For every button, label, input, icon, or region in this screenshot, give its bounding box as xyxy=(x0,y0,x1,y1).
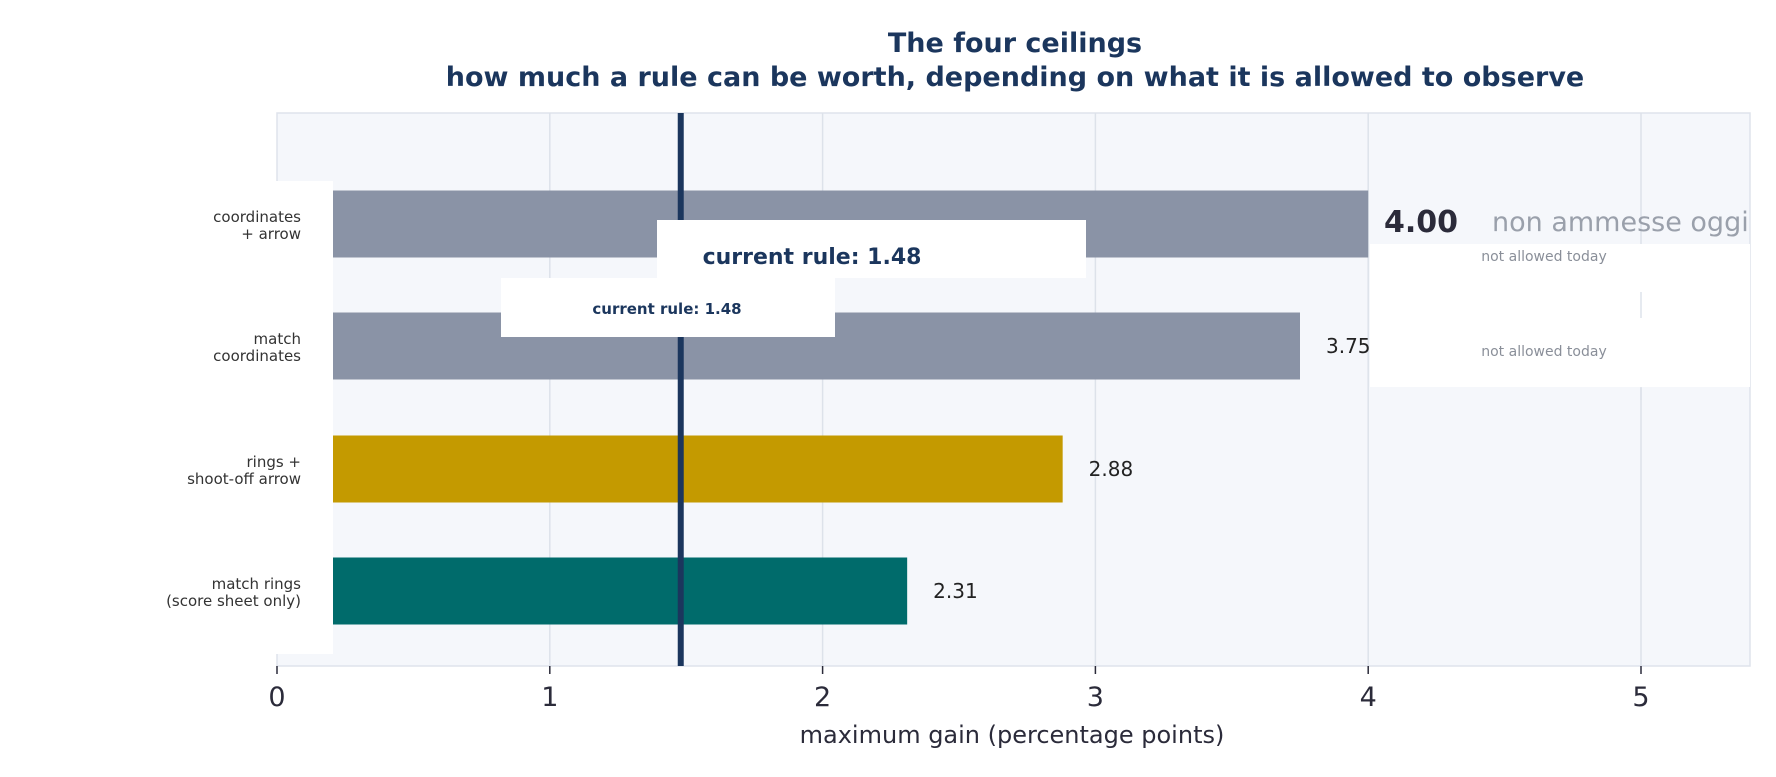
current-rule-label: current rule: 1.48 xyxy=(703,245,922,270)
value-label: 2.31 xyxy=(933,579,978,603)
category-label: coordinates xyxy=(213,208,301,226)
overlay-text: non ammesse oggi xyxy=(1492,207,1749,238)
x-tick-label: 1 xyxy=(541,682,558,713)
bar xyxy=(333,435,1063,503)
bar xyxy=(333,557,908,625)
category-label: match rings xyxy=(212,575,302,593)
label-panel xyxy=(0,181,333,654)
x-tick-label: 5 xyxy=(1632,682,1649,713)
x-tick-label: 2 xyxy=(814,682,831,713)
current-rule-box xyxy=(657,220,1086,278)
not-allowed-label: not allowed today xyxy=(1481,249,1607,265)
chart-subtitle: how much a rule can be worth, depending … xyxy=(446,62,1584,93)
x-tick-label: 3 xyxy=(1087,682,1104,713)
value-label: 2.88 xyxy=(1089,457,1134,481)
current-rule-box xyxy=(501,278,835,337)
category-label: rings + xyxy=(246,453,301,471)
value-label: 4.00 xyxy=(1384,205,1458,240)
x-axis-label: maximum gain (percentage points) xyxy=(800,721,1225,749)
plot-area: coordinates+ arrowmatchcoordinatesrings … xyxy=(0,112,1751,713)
category-label: (score sheet only) xyxy=(166,592,301,610)
not-allowed-label: not allowed today xyxy=(1481,344,1607,360)
category-label: match xyxy=(254,330,301,348)
x-tick-label: 0 xyxy=(268,682,285,713)
category-label: + arrow xyxy=(241,225,301,243)
chart-title: The four ceilings xyxy=(888,28,1142,59)
annotation-box xyxy=(1370,244,1750,387)
category-label: coordinates xyxy=(213,347,301,365)
current-rule-label: current rule: 1.48 xyxy=(592,300,741,318)
category-label: shoot-off arrow xyxy=(187,470,301,488)
x-tick-label: 4 xyxy=(1360,682,1377,713)
value-label: 3.75 xyxy=(1326,334,1371,358)
